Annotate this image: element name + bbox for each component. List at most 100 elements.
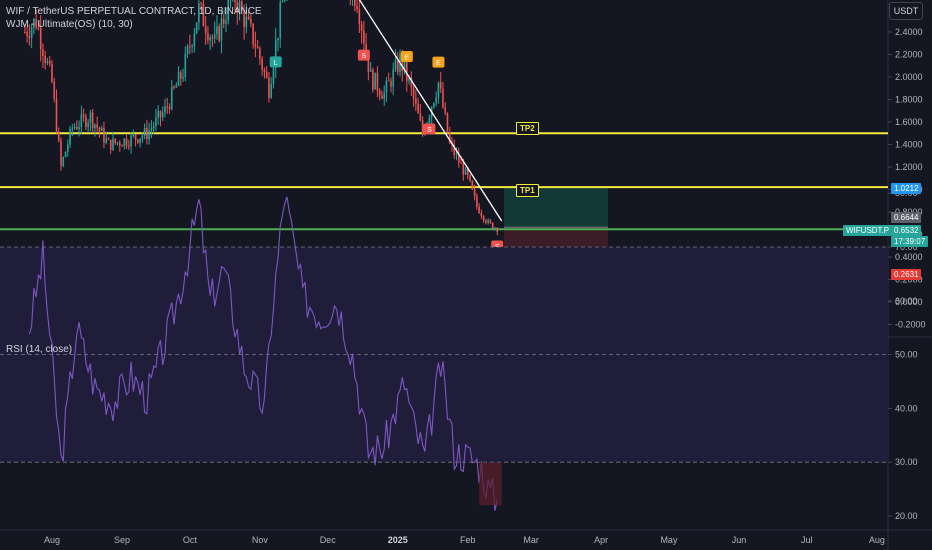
candle bbox=[496, 227, 498, 236]
candle bbox=[245, 3, 248, 34]
time-tick-label: Nov bbox=[252, 535, 269, 545]
candle bbox=[109, 139, 112, 154]
candle bbox=[354, 0, 356, 12]
candle-body bbox=[57, 131, 60, 141]
long-signal-marker-label: L bbox=[274, 60, 278, 67]
candle-body bbox=[146, 127, 148, 140]
candle bbox=[204, 16, 207, 45]
candle-body bbox=[48, 61, 51, 64]
candle bbox=[116, 141, 119, 146]
price-tick-label: 2.2000 bbox=[895, 50, 923, 60]
candle-body bbox=[180, 72, 182, 79]
candle bbox=[146, 120, 148, 145]
candle-body bbox=[485, 220, 487, 223]
candle-body bbox=[469, 175, 471, 181]
candle-body bbox=[60, 140, 62, 166]
candle bbox=[53, 77, 56, 103]
candle-body bbox=[166, 106, 169, 108]
candle bbox=[44, 50, 46, 70]
candle-body bbox=[159, 111, 162, 118]
candle bbox=[444, 102, 447, 116]
candle bbox=[48, 55, 51, 67]
candle-body bbox=[87, 122, 89, 128]
candle-body bbox=[247, 16, 250, 20]
target-price-tag: 1.0212 bbox=[891, 183, 922, 194]
candle bbox=[200, 1, 202, 10]
candle bbox=[39, 15, 42, 62]
entry-price-tag: 0.6644 bbox=[891, 212, 922, 223]
candle bbox=[112, 131, 114, 151]
candle-body bbox=[155, 117, 157, 127]
candle-body bbox=[394, 59, 397, 70]
time-tick-label: Jun bbox=[732, 535, 747, 545]
candle bbox=[252, 23, 254, 49]
candle-body bbox=[80, 114, 83, 128]
candle-body bbox=[175, 85, 178, 88]
candle-body bbox=[98, 127, 101, 131]
candle bbox=[261, 56, 263, 76]
candle bbox=[274, 27, 277, 79]
candle-body bbox=[387, 80, 390, 82]
candle bbox=[166, 97, 169, 114]
candle bbox=[349, 0, 351, 6]
candle bbox=[98, 126, 101, 138]
candle-body bbox=[471, 180, 474, 190]
candle-body bbox=[67, 144, 69, 152]
candle bbox=[60, 137, 62, 171]
candle-body bbox=[259, 48, 261, 60]
candle-body bbox=[457, 153, 460, 163]
candle bbox=[247, 10, 250, 21]
candle bbox=[175, 82, 178, 88]
currency-unit-button[interactable]: USDT bbox=[889, 2, 923, 20]
candle bbox=[177, 66, 180, 86]
candle bbox=[286, 0, 288, 2]
candle-body bbox=[277, 37, 279, 41]
candle-body bbox=[204, 26, 207, 34]
candle bbox=[396, 51, 399, 76]
candle-body bbox=[363, 30, 365, 44]
candle-body bbox=[279, 2, 282, 38]
candle bbox=[137, 138, 139, 145]
exit-signal-marker-box bbox=[432, 56, 445, 68]
candle bbox=[433, 102, 435, 109]
candle bbox=[82, 108, 85, 122]
trend-line bbox=[358, 0, 503, 222]
candle-body bbox=[406, 62, 408, 81]
candle-body bbox=[55, 98, 58, 132]
candle-body bbox=[78, 127, 80, 130]
candle-body bbox=[392, 69, 395, 87]
candle bbox=[439, 71, 442, 93]
candle-body bbox=[141, 135, 144, 139]
candle-body bbox=[487, 220, 489, 223]
candle-body bbox=[46, 61, 49, 63]
candle-body bbox=[250, 19, 252, 24]
candle bbox=[487, 218, 489, 225]
candle-body bbox=[238, 1, 241, 13]
candle bbox=[33, 17, 35, 35]
candle-body bbox=[64, 151, 67, 158]
candle bbox=[369, 61, 372, 72]
candle-body bbox=[428, 117, 431, 124]
candle bbox=[143, 123, 146, 140]
candle-body bbox=[236, 2, 239, 13]
candle-body bbox=[139, 138, 141, 143]
candle-body bbox=[421, 120, 424, 134]
candle-body bbox=[76, 126, 78, 130]
time-tick-label: Aug bbox=[44, 535, 60, 545]
candle-body bbox=[376, 72, 379, 91]
candle-body bbox=[437, 82, 440, 98]
candle bbox=[189, 34, 191, 55]
candle-body bbox=[53, 81, 56, 99]
price-tick-label: 2.4000 bbox=[895, 27, 923, 37]
exit-signal-marker-box bbox=[400, 51, 413, 62]
candle-body bbox=[168, 106, 171, 110]
candle bbox=[254, 31, 257, 58]
candle-body bbox=[245, 16, 248, 28]
candle bbox=[96, 116, 98, 133]
candle-body bbox=[261, 59, 263, 70]
candle bbox=[419, 103, 422, 122]
candle bbox=[164, 98, 166, 118]
candle bbox=[238, 0, 241, 21]
candle bbox=[211, 34, 214, 47]
